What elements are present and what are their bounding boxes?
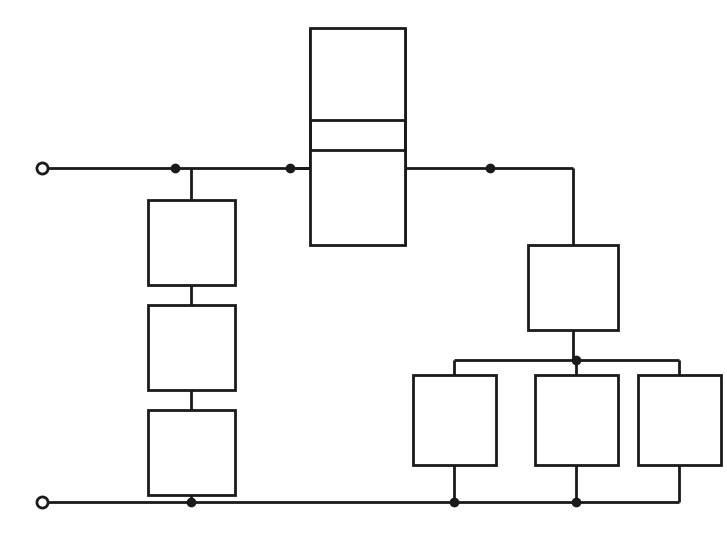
Bar [148, 200, 235, 285]
Bar [310, 28, 405, 120]
Bar [148, 410, 235, 495]
Bar [413, 375, 496, 465]
Bar [528, 245, 618, 330]
Bar [638, 375, 721, 465]
Bar [535, 375, 618, 465]
Bar [310, 150, 405, 245]
Bar [148, 305, 235, 390]
